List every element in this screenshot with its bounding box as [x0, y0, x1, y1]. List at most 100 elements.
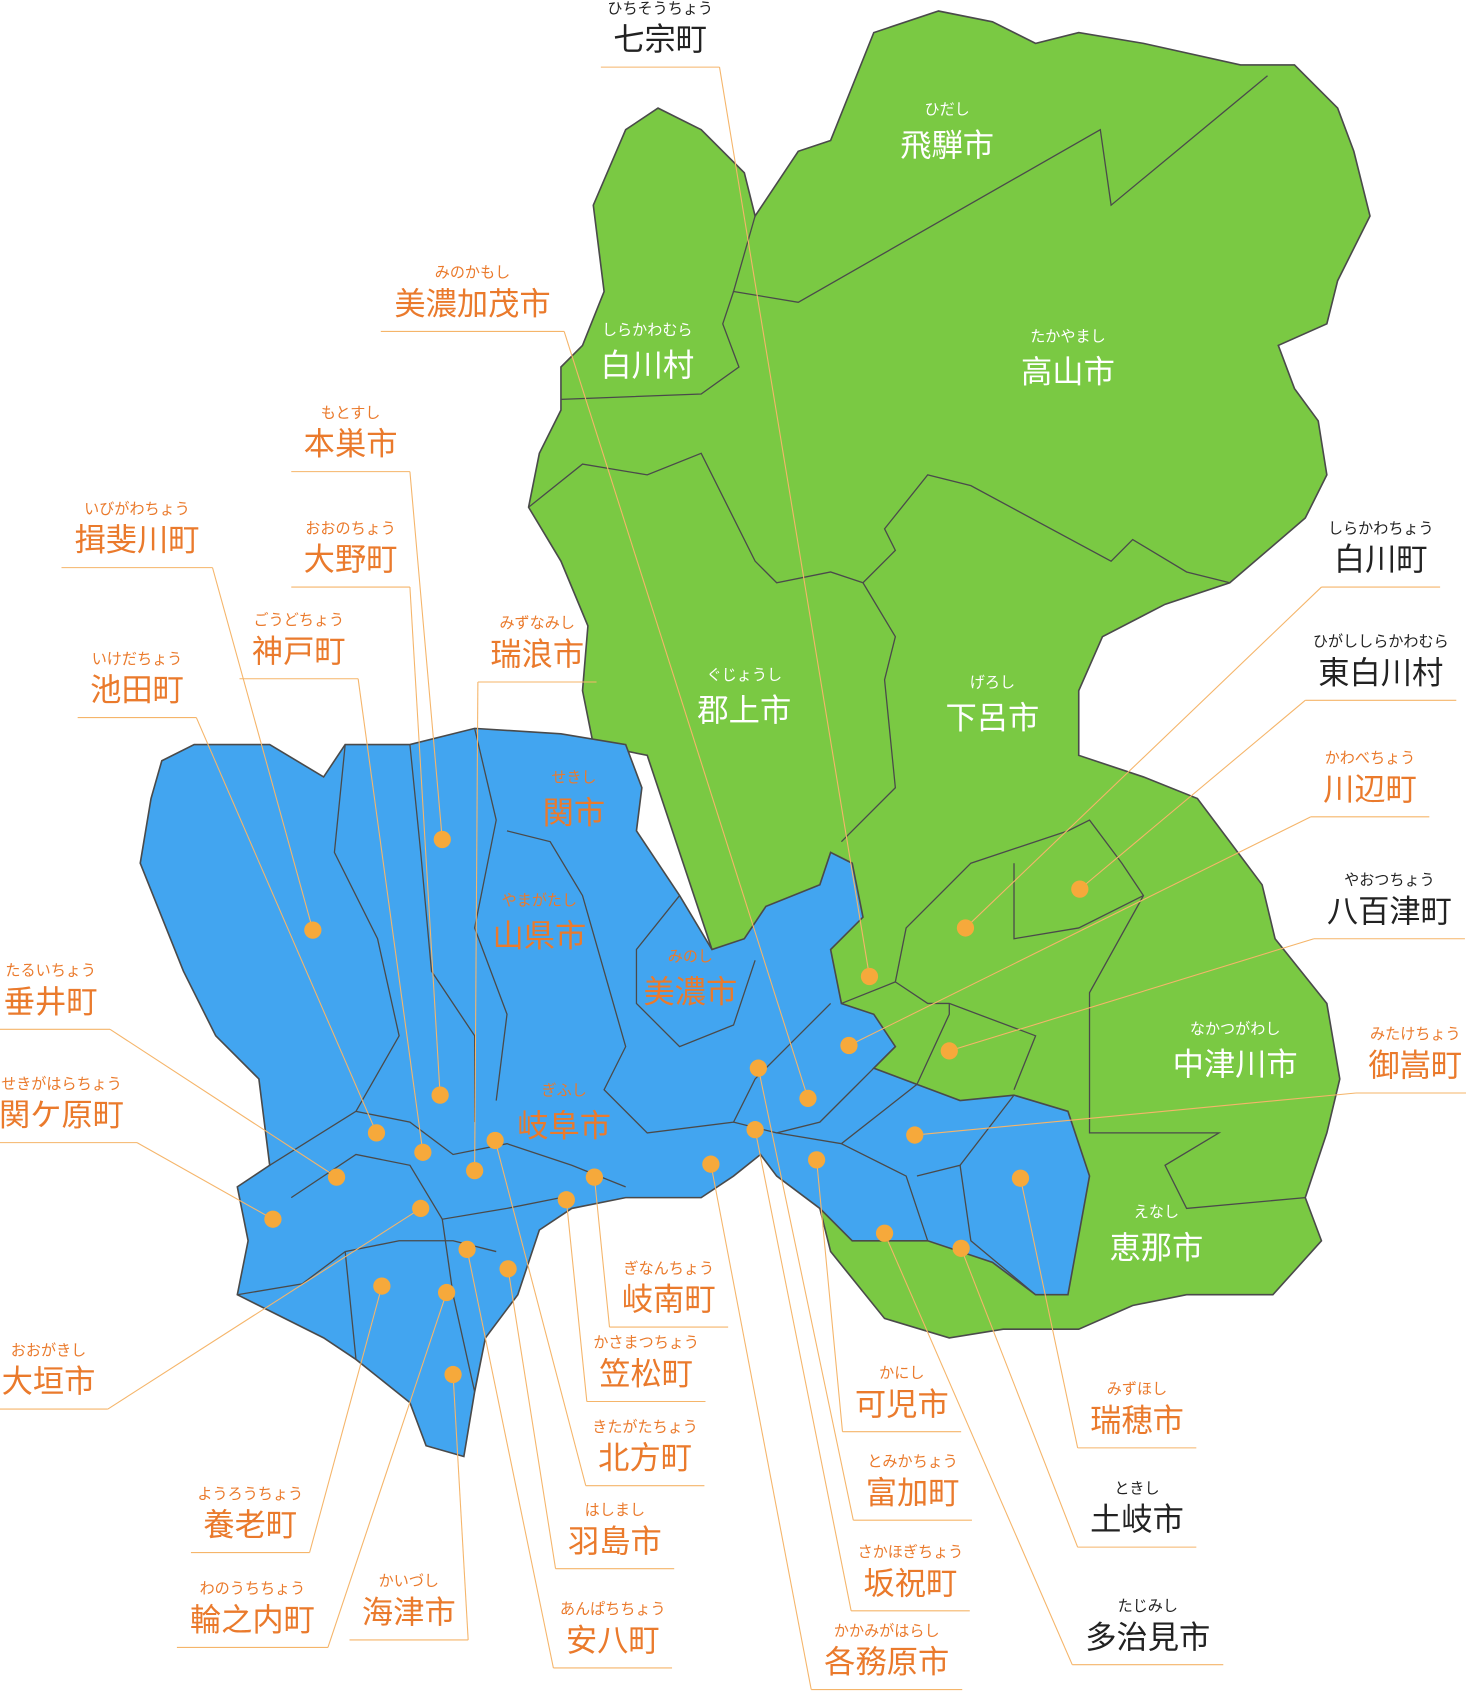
callout-reading: はしまし [585, 1501, 645, 1519]
location-dot [486, 1131, 504, 1150]
region-name: 山県市 [492, 919, 586, 955]
callout-name: 養老町 [203, 1508, 297, 1544]
leader-line [309, 1285, 383, 1553]
location-dot [458, 1240, 476, 1259]
callout-reading: きたがたちょう [592, 1418, 698, 1436]
location-dot [860, 967, 879, 986]
region-name: 関市 [543, 796, 606, 832]
prefecture-shapes [139, 10, 1371, 1458]
callout-name: 七宗町 [613, 22, 707, 58]
region-name: 下呂市 [946, 701, 1040, 737]
callout-name: 海津市 [362, 1595, 456, 1631]
leader-line [816, 1159, 844, 1432]
callout-name: 神戸町 [252, 634, 346, 670]
location-dot [304, 921, 322, 939]
location-dot [367, 1124, 386, 1142]
location-dot [799, 1089, 817, 1108]
location-dot [433, 830, 451, 849]
callout-name: 関ケ原町 [0, 1098, 124, 1134]
location-dot [749, 1059, 767, 1077]
location-dot [952, 1239, 970, 1257]
region-reading: みのし [668, 948, 713, 966]
callout-name: 東白川村 [1318, 655, 1443, 691]
callout-reading: たるいちょう [5, 962, 96, 980]
region-name: 恵那市 [1109, 1230, 1203, 1266]
callout-reading: かいづし [379, 1572, 439, 1590]
leader-line [965, 586, 1322, 929]
location-dot [940, 1042, 958, 1060]
callout-reading: あんぱちちょう [560, 1600, 666, 1618]
region-name: 飛騨市 [900, 128, 994, 164]
callout-name: 多治見市 [1085, 1620, 1210, 1656]
leader-line [914, 1092, 1357, 1136]
callout-reading: かにし [879, 1364, 924, 1382]
region-reading: ぎふし [542, 1081, 587, 1099]
callout-name: 笠松町 [599, 1357, 693, 1393]
leader-line [1079, 699, 1306, 890]
callout-name: 羽島市 [568, 1524, 662, 1560]
callout-name: 八百津町 [1327, 894, 1452, 930]
leader-line [327, 1292, 448, 1648]
region-reading: たかやまし [1030, 327, 1105, 345]
leader-line [507, 1268, 557, 1569]
callout-name: 美濃加茂市 [394, 287, 550, 323]
blue-area [139, 727, 1091, 1458]
callout-name: 各務原市 [824, 1645, 949, 1681]
callout-reading: みずなみし [499, 614, 574, 632]
region-name: 岐阜市 [517, 1109, 611, 1145]
location-dot [431, 1086, 449, 1104]
callout-name: 白川町 [1334, 542, 1428, 578]
location-dot [414, 1143, 432, 1161]
callout-name: 可児市 [855, 1387, 949, 1423]
location-dot [1011, 1169, 1030, 1187]
callout-name: 瑞穂市 [1090, 1403, 1184, 1439]
location-dot [746, 1121, 764, 1139]
callout-reading: みずほし [1107, 1380, 1167, 1398]
leader-lines [0, 66, 1466, 1691]
location-dot [906, 1126, 924, 1144]
callout-name: 揖斐川町 [74, 523, 199, 559]
leader-line [848, 816, 1311, 1047]
callout-reading: かわべちょう [1325, 749, 1416, 767]
leader-line [107, 1207, 421, 1410]
callout-name: 池田町 [90, 673, 184, 709]
callout-reading: みたけちょう [1370, 1025, 1461, 1043]
region-name: 白川村 [600, 348, 694, 384]
callout-name: 輪之内町 [190, 1603, 315, 1639]
location-dot [1071, 880, 1089, 898]
leader-line [357, 678, 424, 1153]
callout-reading: ひがししらかわむら [1313, 633, 1449, 651]
callout-name: 大垣市 [2, 1364, 96, 1400]
region-reading: やまがたし [502, 891, 577, 909]
callout-reading: もとすし [321, 404, 381, 422]
callout-name: 富加町 [866, 1475, 960, 1511]
borders [237, 75, 1306, 1392]
region-reading: しらかわむら [602, 321, 693, 339]
callout-reading: さかほぎちょう [858, 1543, 964, 1561]
region-name: 郡上市 [697, 693, 791, 729]
callout-name: 大野町 [304, 542, 398, 578]
callout-reading: やおつちょう [1344, 871, 1435, 889]
callout-reading: とみかちょう [867, 1452, 958, 1470]
region-reading: ぐじょうし [707, 666, 782, 684]
callout-name: 岐南町 [622, 1282, 716, 1318]
callout-reading: せきがはらちょう [1, 1075, 122, 1093]
leader-line [211, 567, 314, 931]
region-name: 美濃市 [643, 975, 737, 1011]
dots [264, 830, 1089, 1384]
location-dot [327, 1168, 346, 1186]
callout-name: 坂祝町 [864, 1566, 958, 1602]
callout-reading: たじみし [1118, 1597, 1178, 1615]
region-reading: げろし [970, 674, 1015, 692]
leader-line [563, 331, 809, 1099]
leader-line [494, 1140, 587, 1486]
callout-name: 安八町 [566, 1623, 660, 1659]
location-dot [437, 1283, 456, 1302]
callout-reading: かかみがはらし [834, 1622, 940, 1640]
location-dot [585, 1168, 604, 1186]
leader-line [710, 1164, 812, 1690]
leader-line [949, 938, 1315, 1052]
callout-reading: ごうどちょう [254, 611, 345, 629]
leader-line [593, 1177, 611, 1328]
